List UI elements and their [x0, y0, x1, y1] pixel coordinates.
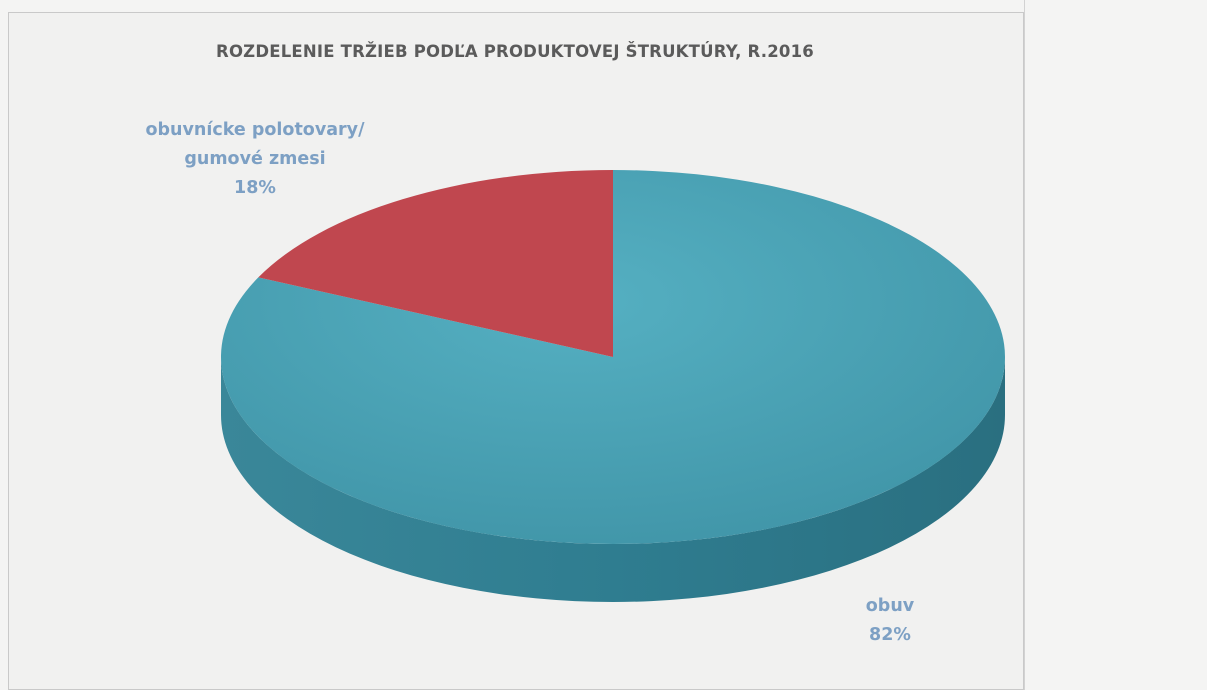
slice-label-line-1: obuvnícke polotovary/: [145, 120, 365, 140]
pie-side-0-0: [221, 357, 1005, 602]
slice-label-obuv: obuv 82%: [830, 592, 950, 650]
chart-title: ROZDELENIE TRŽIEB PODĽA PRODUKTOVEJ ŠTRU…: [216, 42, 814, 61]
slice-label-name: obuv: [865, 596, 915, 616]
pie-slice-0: [221, 170, 1006, 544]
pie-slice-1: [258, 170, 613, 357]
slice-label-line-2: gumové zmesi: [184, 149, 326, 169]
slice-label-percent: 18%: [234, 178, 276, 198]
divider-line: [1024, 0, 1025, 690]
slice-label-polotovary: obuvnícke polotovary/ gumové zmesi 18%: [110, 116, 400, 203]
slice-label-percent: 82%: [869, 625, 911, 645]
